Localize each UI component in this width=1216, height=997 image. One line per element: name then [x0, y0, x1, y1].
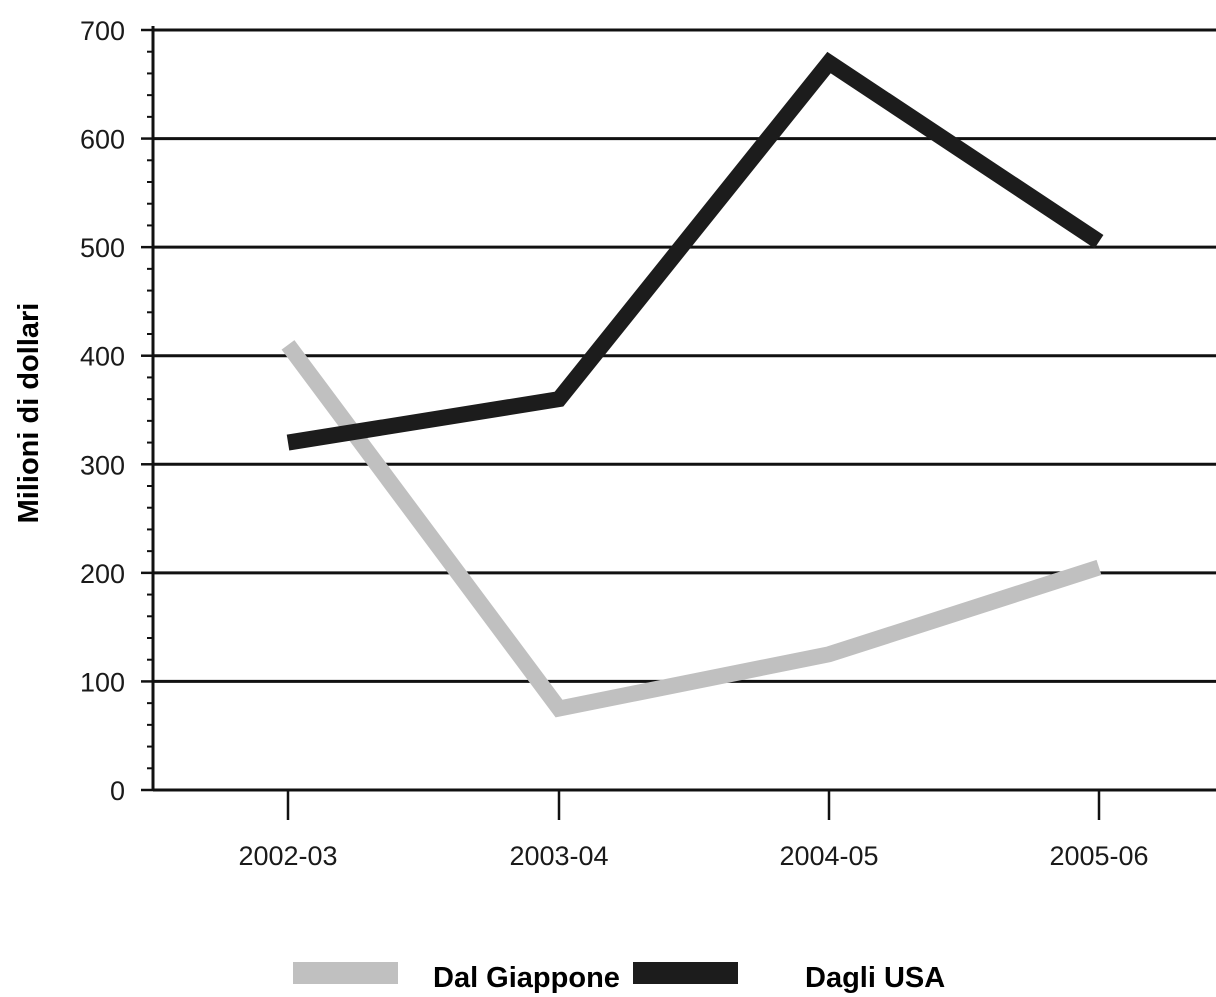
- legend-label: Dal Giappone: [433, 962, 620, 994]
- x-tick-label: 2005-06: [1049, 841, 1148, 871]
- y-tick-label: 500: [80, 233, 125, 263]
- x-tick-label: 2003-04: [509, 841, 608, 871]
- y-axis-label: Milioni di dollari: [13, 303, 45, 524]
- series-lines: [281, 51, 1104, 718]
- legend-label: Dagli USA: [805, 962, 945, 994]
- axes: [151, 26, 1216, 792]
- y-tick-label: 0: [110, 776, 125, 806]
- y-tick-label: 200: [80, 559, 125, 589]
- y-tick-label: 400: [80, 342, 125, 372]
- legend-swatch: [633, 962, 738, 984]
- x-tick-label: 2004-05: [779, 841, 878, 871]
- x-tick-label: 2002-03: [238, 841, 337, 871]
- y-axis-ticks: 0 100 200 300 400 500 600 700: [80, 16, 153, 806]
- x-axis-ticks: 2002-03 2003-04 2004-05 2005-06: [238, 790, 1149, 871]
- legend: Dal Giappone Dagli USA: [293, 962, 945, 994]
- series-line-usa: [286, 51, 1104, 451]
- series-line-giappone: [281, 340, 1102, 718]
- legend-swatch: [293, 962, 398, 984]
- y-tick-label: 100: [80, 667, 125, 697]
- y-tick-label: 700: [80, 16, 125, 46]
- y-tick-label: 300: [80, 450, 125, 480]
- y-tick-label: 600: [80, 125, 125, 155]
